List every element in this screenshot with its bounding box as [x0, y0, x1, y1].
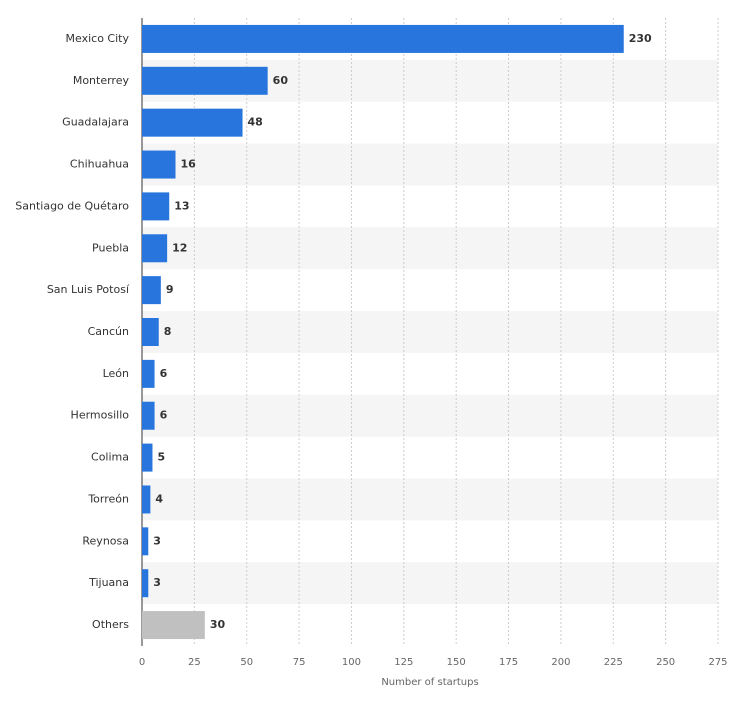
bar — [142, 192, 170, 221]
y-tick-label: Chihuahua — [70, 158, 129, 171]
bar — [142, 443, 153, 472]
value-label: 6 — [160, 409, 168, 422]
row-stripe — [142, 478, 718, 521]
y-tick-label: Monterrey — [73, 74, 130, 87]
value-label: 12 — [172, 241, 187, 254]
bar — [142, 485, 151, 514]
y-tick-label: Colima — [91, 451, 129, 464]
value-label: 30 — [210, 618, 226, 631]
y-tick-label: Hermosillo — [71, 409, 130, 422]
x-tick-label: 75 — [293, 657, 306, 668]
x-tick-label: 250 — [656, 657, 675, 668]
x-tick-label: 200 — [551, 657, 570, 668]
row-stripe — [142, 311, 718, 353]
bar — [142, 150, 176, 179]
y-tick-label: Mexico City — [66, 32, 130, 45]
y-tick-label: Cancún — [88, 325, 129, 338]
bar — [142, 401, 155, 430]
y-tick-label: Torreón — [87, 492, 129, 505]
row-stripe — [142, 143, 718, 186]
bar — [142, 24, 624, 53]
value-label: 3 — [153, 576, 161, 589]
value-label: 4 — [155, 492, 163, 505]
y-tick-label: San Luis Potosí — [47, 283, 130, 296]
x-tick-label: 150 — [447, 657, 466, 668]
bar — [142, 234, 168, 263]
y-tick-label: Reynosa — [82, 534, 129, 547]
x-tick-label: 100 — [342, 657, 361, 668]
value-label: 9 — [166, 283, 174, 296]
bar — [142, 569, 149, 598]
y-tick-label: Puebla — [92, 241, 129, 254]
bar — [142, 611, 205, 640]
x-tick-label: 125 — [394, 657, 413, 668]
row-stripe — [142, 562, 718, 605]
x-axis-label: Number of startups — [381, 677, 478, 688]
value-label: 48 — [248, 116, 263, 129]
y-tick-label: León — [103, 367, 129, 380]
row-stripe — [142, 227, 718, 270]
value-label: 13 — [174, 199, 189, 212]
x-tick-label: 0 — [139, 657, 145, 668]
value-label: 6 — [160, 367, 168, 380]
value-label: 16 — [181, 158, 197, 171]
x-tick-label: 50 — [240, 657, 253, 668]
bar — [142, 66, 268, 95]
value-label: 230 — [629, 32, 652, 45]
value-label: 5 — [157, 451, 165, 464]
x-tick-label: 175 — [499, 657, 518, 668]
bar — [142, 108, 243, 137]
value-label: 60 — [273, 74, 289, 87]
bar — [142, 318, 159, 346]
value-label: 3 — [153, 534, 161, 547]
y-tick-label: Tijuana — [88, 576, 129, 589]
bar — [142, 527, 149, 556]
y-tick-label: Guadalajara — [62, 116, 129, 129]
x-tick-label: 275 — [708, 657, 727, 668]
bar — [142, 276, 161, 305]
x-tick-label: 25 — [188, 657, 201, 668]
y-tick-label: Others — [92, 618, 129, 631]
row-stripe — [142, 394, 718, 437]
x-tick-label: 225 — [604, 657, 623, 668]
y-tick-label: Santiago de Quétaro — [15, 199, 129, 212]
bar — [142, 359, 155, 388]
value-label: 8 — [164, 325, 172, 338]
